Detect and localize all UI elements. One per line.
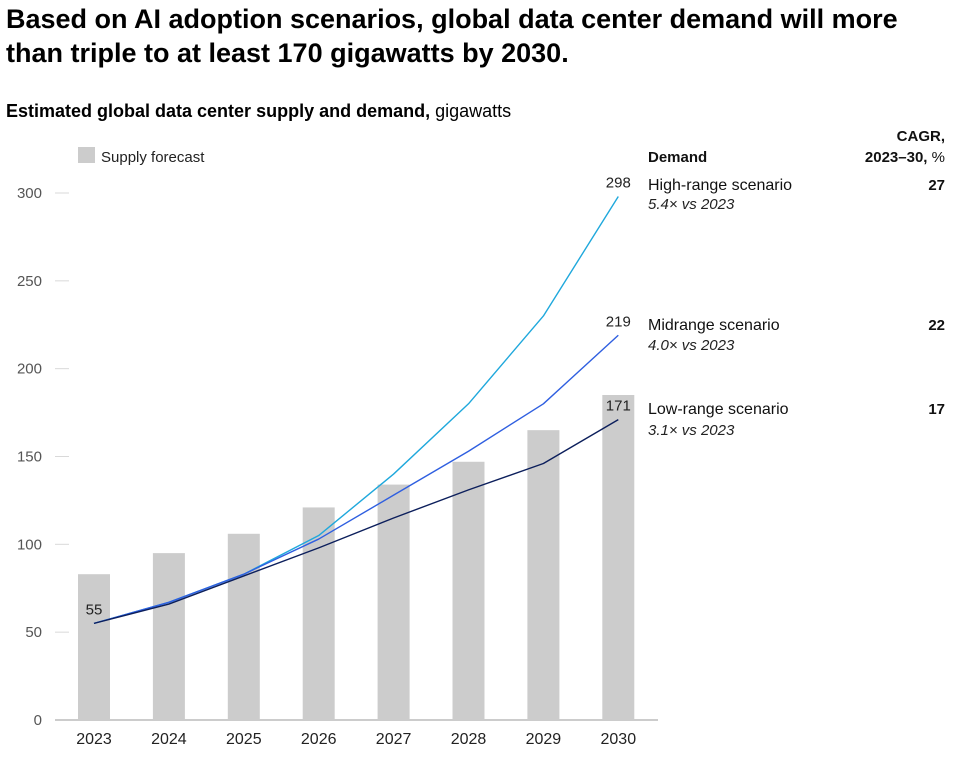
chart-headline: Based on AI adoption scenarios, global d… [6, 4, 898, 68]
supply-bar-2027 [377, 484, 410, 720]
y-tick-label-250: 250 [17, 273, 42, 290]
scenario-mid-cagr: 22 [928, 317, 945, 334]
scenario-high-cagr: 27 [928, 177, 945, 194]
scenario-high-multiple: 5.4× vs 2023 [648, 196, 735, 213]
start-value-label: 55 [86, 601, 103, 618]
x-tick-label-2026: 2026 [301, 731, 337, 748]
legend-supply-swatch [78, 147, 95, 163]
supply-bar-2025 [227, 533, 260, 720]
end-value-label-high: 298 [606, 175, 631, 192]
subtitle-unit: gigawatts [435, 101, 512, 121]
cagr-header-unit: % [927, 149, 945, 166]
subtitle-title: Estimated global data center supply and … [6, 101, 431, 121]
cagr-header-line1: CAGR, [897, 128, 945, 145]
legend-supply-label: Supply forecast [101, 149, 205, 166]
chart-subtitle: Estimated global data center supply and … [6, 101, 511, 122]
scenario-high-name: High-range scenario [648, 177, 792, 194]
scenario-mid-name: Midrange scenario [648, 317, 780, 334]
supply-bar-2028 [452, 461, 485, 720]
y-tick-label-200: 200 [17, 361, 42, 378]
x-tick-label-2027: 2027 [376, 731, 412, 748]
x-tick-label-2030: 2030 [601, 731, 637, 748]
cagr-header-line2: 2023–30, % [865, 149, 945, 166]
x-tick-label-2025: 2025 [226, 731, 262, 748]
cagr-header-period: 2023–30, [865, 149, 928, 166]
scenario-low-multiple: 3.1× vs 2023 [648, 422, 735, 439]
y-tick-label-50: 50 [25, 624, 42, 641]
demand-header: Demand [648, 149, 707, 166]
x-tick-label-2028: 2028 [451, 731, 487, 748]
y-tick-label-150: 150 [17, 449, 42, 466]
y-tick-label-100: 100 [17, 536, 42, 553]
y-tick-label-300: 300 [17, 185, 42, 202]
x-tick-label-2029: 2029 [526, 731, 562, 748]
y-tick-label-0: 0 [34, 712, 42, 729]
supply-bar-2030 [602, 395, 635, 720]
scenario-low-name: Low-range scenario [648, 401, 789, 418]
scenario-mid-multiple: 4.0× vs 2023 [648, 337, 735, 354]
line-low-scenario [93, 419, 619, 625]
end-value-label-mid: 219 [606, 313, 631, 330]
x-tick-label-2024: 2024 [151, 731, 187, 748]
supply-bar-2023 [78, 574, 110, 720]
x-tick-label-2023: 2023 [76, 731, 112, 748]
line-mid-scenario [93, 334, 619, 625]
supply-bar-2029 [527, 430, 560, 720]
scenario-low-cagr: 17 [928, 401, 945, 418]
end-value-label-low: 171 [606, 398, 631, 415]
supply-bar-2024 [152, 553, 185, 720]
